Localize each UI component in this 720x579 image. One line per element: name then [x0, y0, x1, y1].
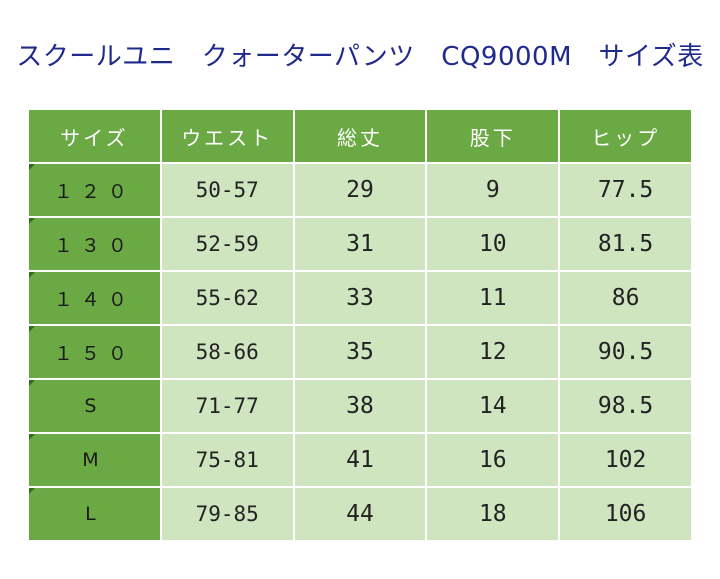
hip-cell: 102 — [560, 434, 691, 486]
length-cell: 41 — [294, 434, 426, 486]
table-row: M 75-81 41 16 102 — [29, 434, 691, 486]
header-row: サイズ ウエスト 総丈 股下 ヒップ — [29, 110, 691, 162]
length-cell: 44 — [294, 488, 426, 540]
waist-cell: 79-85 — [161, 488, 293, 540]
inseam-cell: 9 — [427, 164, 559, 216]
inseam-cell: 10 — [427, 218, 559, 270]
length-cell: 38 — [294, 380, 426, 432]
length-cell: 35 — [294, 326, 426, 378]
size-cell: １２０ — [29, 164, 160, 216]
size-cell: １５０ — [29, 326, 160, 378]
size-cell: １３０ — [29, 218, 160, 270]
table-row: S 71-77 38 14 98.5 — [29, 380, 691, 432]
waist-cell: 55-62 — [161, 272, 293, 324]
table-row: １５０ 58-66 35 12 90.5 — [29, 326, 691, 378]
size-cell: １４０ — [29, 272, 160, 324]
hip-cell: 81.5 — [560, 218, 691, 270]
waist-cell: 71-77 — [161, 380, 293, 432]
size-cell: L — [29, 488, 160, 540]
table-row: １３０ 52-59 31 10 81.5 — [29, 218, 691, 270]
inseam-cell: 12 — [427, 326, 559, 378]
waist-cell: 50-57 — [161, 164, 293, 216]
length-cell: 31 — [294, 218, 426, 270]
length-cell: 29 — [294, 164, 426, 216]
page-title: スクールユニ クォーターパンツ CQ9000M サイズ表 — [16, 42, 704, 72]
inseam-cell: 18 — [427, 488, 559, 540]
hip-cell: 86 — [560, 272, 691, 324]
header-hip: ヒップ — [560, 110, 691, 162]
header-size: サイズ — [29, 110, 160, 162]
hip-cell: 106 — [560, 488, 691, 540]
inseam-cell: 14 — [427, 380, 559, 432]
table-row: １４０ 55-62 33 11 86 — [29, 272, 691, 324]
inseam-cell: 16 — [427, 434, 559, 486]
size-table: サイズ ウエスト 総丈 股下 ヒップ １２０ 50-57 29 9 77.5 １… — [27, 108, 693, 542]
waist-cell: 52-59 — [161, 218, 293, 270]
header-length: 総丈 — [294, 110, 426, 162]
hip-cell: 90.5 — [560, 326, 691, 378]
hip-cell: 77.5 — [560, 164, 691, 216]
header-inseam: 股下 — [427, 110, 559, 162]
table-row: L 79-85 44 18 106 — [29, 488, 691, 540]
table-row: １２０ 50-57 29 9 77.5 — [29, 164, 691, 216]
size-cell: M — [29, 434, 160, 486]
length-cell: 33 — [294, 272, 426, 324]
header-waist: ウエスト — [161, 110, 293, 162]
waist-cell: 75-81 — [161, 434, 293, 486]
size-cell: S — [29, 380, 160, 432]
waist-cell: 58-66 — [161, 326, 293, 378]
inseam-cell: 11 — [427, 272, 559, 324]
hip-cell: 98.5 — [560, 380, 691, 432]
